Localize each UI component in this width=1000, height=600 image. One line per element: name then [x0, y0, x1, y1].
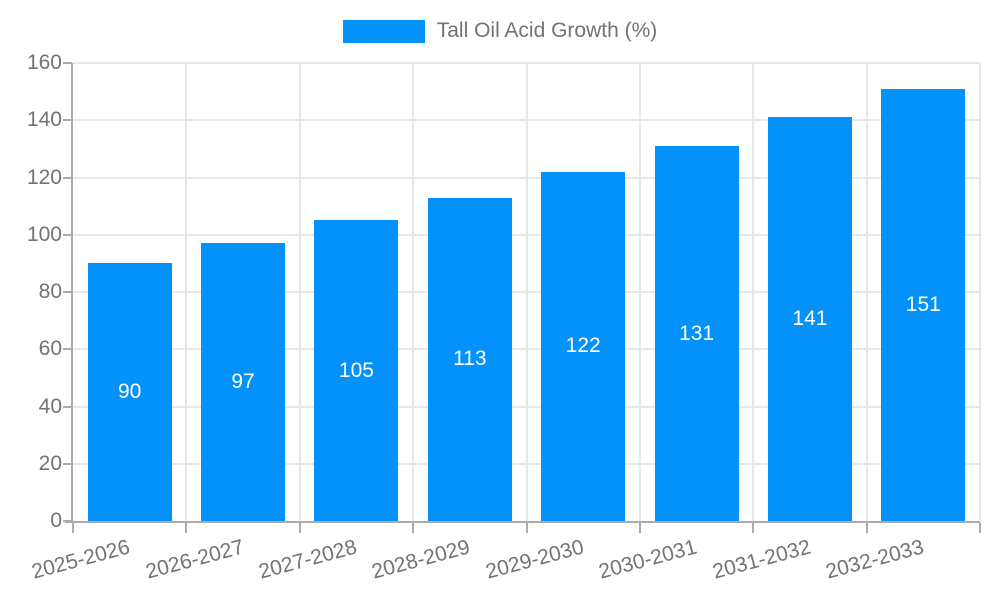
gridline-vertical: [979, 63, 981, 521]
x-tick-mark: [752, 523, 755, 533]
y-tick-mark: [63, 62, 72, 64]
chart-legend[interactable]: Tall Oil Acid Growth (%): [0, 19, 1000, 43]
y-tick-mark: [63, 233, 72, 236]
x-tick-mark: [865, 523, 868, 533]
x-tick-mark: [185, 523, 188, 533]
gridline-vertical: [865, 63, 868, 521]
bar: 131: [654, 146, 739, 521]
y-tick-mark: [63, 119, 72, 122]
x-tick-mark: [72, 523, 74, 533]
y-tick-label: 160: [26, 51, 62, 74]
bar: 90: [87, 263, 172, 521]
x-tick-label: 2030-2031: [596, 535, 700, 584]
y-tick-mark: [63, 462, 72, 465]
gridline-vertical: [525, 63, 528, 521]
y-tick-label: 20: [38, 451, 62, 475]
y-tick-label: 100: [26, 222, 62, 246]
x-tick-label: 2029-2030: [483, 535, 587, 584]
y-tick-label: 80: [38, 280, 62, 303]
x-tick-mark: [979, 523, 981, 533]
x-axis-ticks: [72, 523, 981, 535]
bar-value-label: 90: [118, 380, 142, 404]
bar: 122: [541, 171, 626, 521]
bar: 97: [201, 243, 285, 521]
y-tick-label: 60: [38, 337, 62, 361]
bar-value-label: 97: [231, 370, 255, 394]
x-tick-label: 2026-2027: [142, 535, 246, 584]
bar-value-label: 151: [905, 292, 941, 316]
y-axis-labels: 0 20 40 60 80 100 120 140 160: [0, 51, 62, 532]
x-tick-mark: [525, 523, 528, 533]
x-axis-line: [65, 521, 980, 523]
y-tick-label: 0: [50, 509, 62, 532]
x-axis-labels: 2025-2026 2026-2027 2027-2028 2028-2029 2029…: [30, 521, 980, 600]
gridline-vertical: [752, 63, 755, 521]
y-axis-line: [71, 63, 73, 523]
y-tick-label: 120: [26, 165, 62, 189]
gridline-vertical: [638, 63, 641, 521]
y-tick-label: 40: [38, 394, 62, 418]
plot-area: 90 97 105 113 122 131 141 151: [73, 62, 981, 521]
y-tick-mark: [63, 348, 72, 351]
x-tick-mark: [638, 523, 641, 533]
gridline-vertical: [298, 63, 301, 521]
x-tick-label: 2028-2029: [369, 535, 473, 584]
x-tick-label: 2032-2033: [823, 535, 927, 584]
bar-value-label: 141: [792, 307, 828, 331]
legend-color-swatch-icon: [342, 19, 425, 43]
gridline-vertical: [185, 63, 188, 521]
legend-label: Tall Oil Acid Growth (%): [436, 19, 658, 42]
bar: 151: [881, 88, 966, 521]
gridline-vertical: [412, 63, 415, 521]
bar: 141: [767, 117, 852, 521]
x-tick-label: 2031-2032: [709, 535, 813, 584]
y-tick-mark: [63, 176, 72, 179]
y-tick-mark: [63, 291, 72, 293]
x-tick-mark: [412, 523, 415, 533]
bar: 105: [314, 220, 399, 521]
bar-value-label: 105: [338, 358, 374, 382]
x-tick-label: 2025-2026: [29, 535, 133, 584]
x-tick-mark: [298, 523, 301, 533]
y-tick-mark: [63, 405, 72, 408]
bar-value-label: 131: [679, 321, 715, 345]
bar: 113: [427, 197, 512, 521]
x-tick-label: 2027-2028: [256, 535, 360, 584]
bar-value-label: 122: [565, 334, 601, 358]
y-tick-label: 140: [26, 108, 62, 132]
bar-value-label: 113: [453, 347, 487, 371]
